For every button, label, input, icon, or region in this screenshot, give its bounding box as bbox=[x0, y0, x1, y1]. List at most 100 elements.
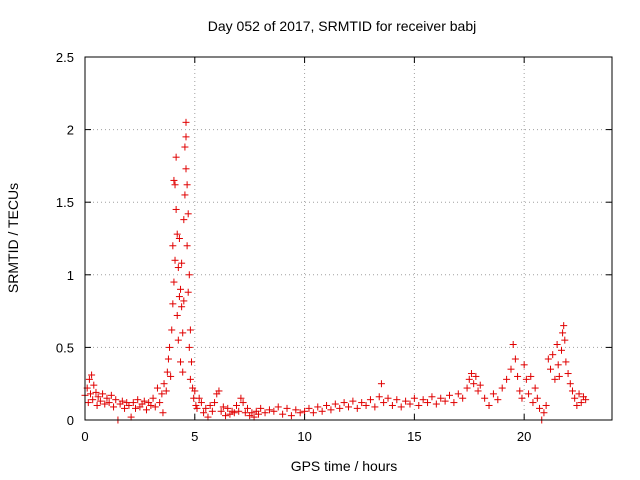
data-point bbox=[557, 346, 565, 354]
data-point bbox=[406, 400, 414, 408]
y-tick-label: 1 bbox=[67, 268, 74, 283]
data-point bbox=[446, 391, 454, 399]
data-point bbox=[554, 361, 562, 369]
data-point bbox=[178, 259, 186, 267]
data-point bbox=[424, 399, 432, 407]
data-point bbox=[93, 401, 101, 409]
data-point bbox=[94, 393, 102, 401]
data-point bbox=[561, 336, 569, 344]
data-point bbox=[509, 340, 517, 348]
data-point bbox=[183, 181, 191, 189]
data-point bbox=[402, 397, 410, 405]
data-point bbox=[388, 401, 396, 409]
data-point bbox=[323, 401, 331, 409]
data-point bbox=[169, 242, 177, 250]
data-point bbox=[142, 406, 150, 414]
data-point bbox=[167, 372, 175, 380]
data-point bbox=[522, 375, 530, 383]
data-point bbox=[193, 404, 201, 412]
data-point bbox=[173, 230, 181, 238]
data-point bbox=[577, 399, 585, 407]
data-point bbox=[151, 403, 159, 411]
data-point bbox=[206, 401, 214, 409]
data-point bbox=[527, 372, 535, 380]
data-point bbox=[215, 387, 223, 395]
data-point bbox=[237, 394, 245, 402]
data-point bbox=[156, 399, 164, 407]
data-point bbox=[428, 393, 436, 401]
data-point bbox=[183, 242, 191, 250]
data-point bbox=[279, 410, 287, 418]
data-point bbox=[197, 399, 205, 407]
data-point bbox=[511, 355, 519, 363]
data-point bbox=[472, 372, 480, 380]
data-point bbox=[175, 293, 183, 301]
data-point bbox=[180, 297, 188, 305]
data-point bbox=[518, 394, 526, 402]
data-point bbox=[542, 401, 550, 409]
data-point bbox=[432, 400, 440, 408]
data-point bbox=[217, 407, 225, 415]
data-point bbox=[96, 397, 104, 405]
data-point bbox=[305, 404, 313, 412]
data-point bbox=[459, 394, 467, 402]
data-point bbox=[301, 407, 309, 415]
data-point bbox=[169, 300, 177, 308]
data-point bbox=[340, 399, 348, 407]
data-point bbox=[127, 413, 135, 421]
data-point bbox=[529, 399, 537, 407]
data-point bbox=[575, 390, 583, 398]
x-tick-label: 0 bbox=[81, 429, 88, 444]
data-point bbox=[562, 358, 570, 366]
data-point bbox=[470, 380, 478, 388]
data-point bbox=[489, 390, 497, 398]
data-point bbox=[467, 370, 475, 378]
data-point bbox=[179, 368, 187, 376]
data-point bbox=[110, 403, 118, 411]
data-point bbox=[163, 368, 171, 376]
data-point bbox=[384, 394, 392, 402]
data-point bbox=[86, 390, 94, 398]
data-point bbox=[147, 401, 155, 409]
data-point bbox=[192, 401, 200, 409]
data-point bbox=[230, 409, 238, 417]
data-point bbox=[419, 396, 427, 404]
data-point bbox=[168, 326, 176, 334]
data-point bbox=[551, 375, 559, 383]
data-point bbox=[283, 404, 291, 412]
data-point bbox=[170, 278, 178, 286]
data-point bbox=[476, 381, 484, 389]
data-point bbox=[239, 399, 247, 407]
data-point bbox=[195, 394, 203, 402]
data-point bbox=[92, 388, 100, 396]
data-point bbox=[211, 399, 219, 407]
data-point bbox=[182, 118, 190, 126]
data-point bbox=[208, 407, 216, 415]
data-point bbox=[481, 394, 489, 402]
data-point bbox=[181, 191, 189, 199]
data-point bbox=[568, 387, 576, 395]
data-point bbox=[166, 343, 174, 351]
data-point bbox=[85, 375, 93, 383]
y-tick-label: 2.5 bbox=[56, 50, 74, 65]
data-point bbox=[533, 394, 541, 402]
data-point bbox=[353, 404, 361, 412]
data-series-srmtid bbox=[81, 118, 590, 424]
data-point bbox=[555, 372, 563, 380]
data-point bbox=[393, 396, 401, 404]
data-point bbox=[270, 407, 278, 415]
data-point bbox=[159, 409, 167, 417]
data-point bbox=[582, 396, 590, 404]
data-point bbox=[549, 351, 557, 359]
data-point bbox=[89, 396, 97, 404]
data-point bbox=[84, 399, 92, 407]
data-point bbox=[498, 384, 506, 392]
data-point bbox=[254, 410, 262, 418]
data-point bbox=[463, 384, 471, 392]
data-point bbox=[494, 396, 502, 404]
data-point bbox=[566, 380, 574, 388]
data-point bbox=[132, 404, 140, 412]
data-point bbox=[90, 381, 98, 389]
data-point bbox=[184, 210, 192, 218]
data-point bbox=[172, 205, 180, 213]
